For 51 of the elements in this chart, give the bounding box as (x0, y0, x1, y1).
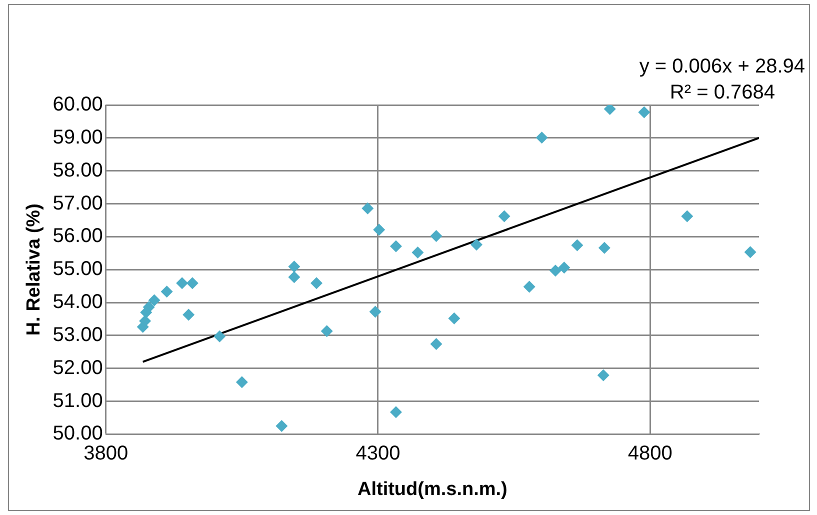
y-tick-label: 50.00 (52, 422, 103, 445)
point (390, 240, 402, 252)
y-tick-label: 55.00 (52, 258, 103, 280)
y-tick-label: 52.00 (52, 356, 103, 379)
y-tick-label: 58.00 (52, 159, 103, 182)
point (390, 406, 402, 418)
point (523, 280, 536, 293)
point (430, 338, 442, 350)
point (369, 306, 382, 318)
y-tick-label: 60.00 (52, 94, 103, 116)
point (598, 242, 610, 254)
point (148, 294, 160, 306)
x-axis-title: Altitud(m.s.n.m.) (357, 478, 508, 500)
point (498, 210, 510, 222)
text: y = 0.006x + 28.94 (639, 56, 805, 78)
x-tick-label: 3800 (84, 442, 128, 465)
y-axis-title: H. Relativa (%) (24, 204, 45, 336)
y-tick-label: 56.00 (52, 225, 103, 248)
point (362, 202, 374, 214)
point (320, 325, 333, 338)
point (214, 330, 226, 342)
point (430, 230, 442, 242)
point (373, 224, 386, 236)
point (276, 420, 288, 432)
point (536, 132, 548, 144)
point (681, 210, 694, 222)
y-tick-label: 51.00 (52, 390, 103, 412)
point (310, 277, 322, 290)
point (160, 286, 173, 298)
point (597, 369, 610, 382)
point (186, 277, 198, 290)
point (638, 106, 650, 118)
y-tick-label: 57.00 (52, 192, 103, 214)
y-tick-label: 53.00 (52, 324, 103, 346)
point (744, 246, 756, 258)
x-tick-label: 4800 (628, 442, 672, 465)
point (571, 239, 584, 252)
point (549, 264, 562, 277)
point (470, 238, 483, 251)
y-tick-label: 59.00 (52, 126, 103, 148)
point (182, 308, 195, 321)
point (412, 246, 424, 258)
point (288, 271, 300, 284)
point (558, 262, 570, 274)
point (448, 312, 460, 324)
x-tick-label: 4300 (356, 442, 400, 465)
point (176, 277, 188, 290)
text: R² = 0.7684 (670, 82, 775, 104)
point (236, 376, 248, 388)
y-tick-label: 54.00 (52, 291, 103, 314)
point (288, 260, 300, 273)
